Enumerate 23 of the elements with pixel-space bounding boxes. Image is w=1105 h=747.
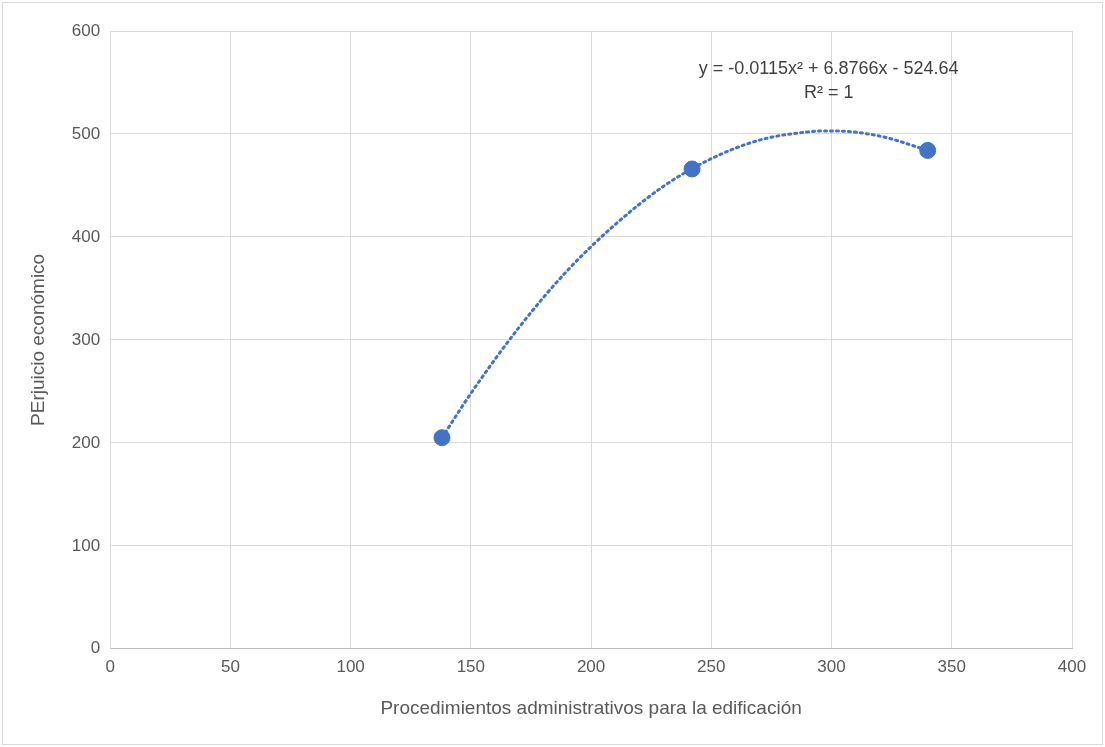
x-tick-label: 300	[817, 656, 846, 676]
x-tick-label: 250	[697, 656, 726, 676]
y-tick-label: 400	[71, 226, 101, 246]
point	[683, 160, 701, 178]
x-tick-label: 350	[937, 656, 966, 676]
x-tick-label: 400	[1057, 656, 1087, 676]
point	[919, 141, 937, 159]
x-tick-label: 0	[105, 656, 115, 676]
point	[433, 429, 451, 447]
annotation: y = -0.0115x² + 6.8766x - 524.64	[698, 57, 959, 78]
x-tick-label: 50	[220, 656, 240, 676]
x-tick-label: 100	[336, 656, 365, 676]
x-tick-label: 150	[456, 656, 486, 676]
annotation: R² = 1	[803, 81, 854, 102]
y-tick-label: 500	[71, 123, 101, 143]
x-axis-title: Procedimientos administrativos para la edificación	[380, 696, 802, 718]
y-tick-label: 600	[71, 20, 101, 40]
y-tick-label: 300	[71, 329, 101, 349]
x-tick-label: 200	[576, 656, 606, 676]
y-tick-label: 200	[71, 432, 101, 452]
y-tick-label: 0	[90, 638, 101, 658]
y-axis-title: PErjuicio económico	[26, 253, 48, 426]
y-tick-label: 100	[71, 535, 101, 555]
